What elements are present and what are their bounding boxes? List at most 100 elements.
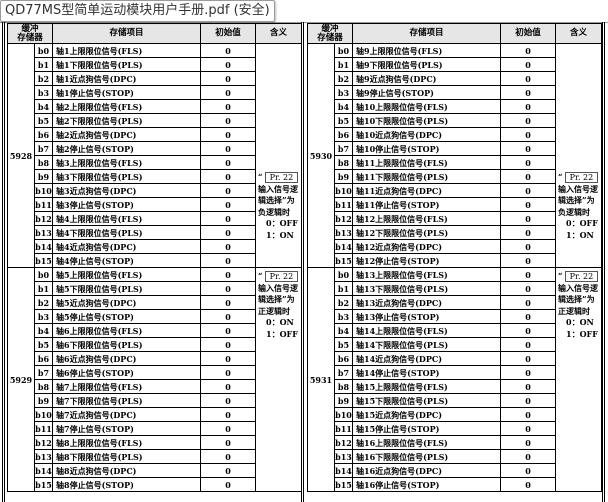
initial-value: 0 bbox=[500, 295, 557, 310]
table-row: b5 轴10下限限位信号(PLS) 0 bbox=[308, 113, 602, 128]
storage-item: 轴15近点狗信号(DPC) bbox=[352, 407, 502, 422]
initial-value: 0 bbox=[500, 477, 557, 492]
table-row: b10 轴3近点狗信号(DPC) 0 bbox=[8, 183, 302, 198]
initial-value: 0 bbox=[200, 407, 257, 422]
initial-value: 0 bbox=[200, 365, 257, 380]
storage-item: 轴9下限限位信号(PLS) bbox=[352, 57, 502, 72]
storage-item: 轴1上限限位信号(FLS) bbox=[52, 43, 202, 58]
initial-value: 0 bbox=[200, 211, 257, 226]
storage-item: 轴7停止信号(STOP) bbox=[52, 421, 202, 436]
table-row: b6 轴2近点狗信号(DPC) 0 bbox=[8, 127, 302, 142]
initial-value: 0 bbox=[500, 351, 557, 366]
table-row: b15 轴16停止信号(STOP) 0 bbox=[308, 477, 602, 492]
storage-item: 轴10停止信号(STOP) bbox=[352, 141, 502, 156]
header-register-line1: 缓冲 bbox=[21, 23, 39, 34]
initial-value: 0 bbox=[500, 365, 557, 380]
initial-value: 0 bbox=[500, 71, 557, 86]
bit-number: b7 bbox=[333, 365, 354, 380]
initial-value: 0 bbox=[500, 253, 557, 268]
bit-number: b8 bbox=[333, 379, 354, 394]
storage-item: 轴11停止信号(STOP) bbox=[352, 197, 502, 212]
bit-number: b7 bbox=[333, 141, 354, 156]
storage-item: 轴14停止信号(STOP) bbox=[352, 365, 502, 380]
bit-number: b8 bbox=[33, 155, 54, 170]
table-row: b10 轴7近点狗信号(DPC) 0 bbox=[8, 407, 302, 422]
table-row: b8 轴3上限限位信号(FLS) 0 bbox=[8, 155, 302, 170]
initial-value: 0 bbox=[500, 337, 557, 352]
table-row: b13 轴4下限限位信号(PLS) 0 bbox=[8, 225, 302, 240]
header-row: 缓冲 存储器 存储项目 初始值 含义 bbox=[306, 23, 603, 44]
table-row: b13 轴8下限限位信号(PLS) 0 bbox=[8, 449, 302, 464]
bit-number: b6 bbox=[333, 351, 354, 366]
initial-value: 0 bbox=[500, 421, 557, 436]
initial-value: 0 bbox=[200, 267, 257, 282]
table-row: 5929 b0 轴5上限限位信号(FLS) 0 “Pr. 22 输入信号逻辑选择”为正逻辑… bbox=[7, 267, 303, 492]
bit-number: b6 bbox=[33, 351, 54, 366]
initial-value: 0 bbox=[200, 337, 257, 352]
bit-number: b1 bbox=[333, 281, 354, 296]
initial-value: 0 bbox=[200, 477, 257, 492]
initial-value: 0 bbox=[500, 113, 557, 128]
note-value-1: 1：OFF bbox=[566, 328, 598, 339]
storage-item: 轴8上限限位信号(FLS) bbox=[52, 435, 202, 450]
storage-item: 轴6下限限位信号(PLS) bbox=[52, 337, 202, 352]
storage-item: 轴15停止信号(STOP) bbox=[352, 421, 502, 436]
storage-item: 轴6上限限位信号(FLS) bbox=[52, 323, 202, 338]
storage-item: 轴8下限限位信号(PLS) bbox=[52, 449, 202, 464]
storage-item: 轴11上限限位信号(FLS) bbox=[352, 155, 502, 170]
page-border-right bbox=[602, 22, 605, 502]
quote-mark: “ bbox=[558, 172, 563, 182]
note-value-0: 0：ON bbox=[266, 317, 294, 327]
bit-number: b11 bbox=[333, 421, 354, 436]
initial-value: 0 bbox=[200, 99, 257, 114]
bit-number: b4 bbox=[333, 323, 354, 338]
initial-value: 0 bbox=[500, 155, 557, 170]
storage-item: 轴1停止信号(STOP) bbox=[52, 85, 202, 100]
bit-number: b15 bbox=[333, 253, 354, 268]
storage-item: 轴2上限限位信号(FLS) bbox=[52, 99, 202, 114]
initial-value: 0 bbox=[500, 463, 557, 478]
meaning-cell: “Pr. 22 输入信号逻辑选择”为正逻辑时 0：ON 1：OFF bbox=[255, 267, 303, 492]
bit-number: b9 bbox=[33, 393, 54, 408]
initial-value: 0 bbox=[200, 379, 257, 394]
bit-number: b2 bbox=[333, 71, 354, 86]
storage-item: 轴11下限限位信号(PLS) bbox=[352, 169, 502, 184]
note-value-0: 0：OFF bbox=[566, 218, 598, 228]
storage-item: 轴6停止信号(STOP) bbox=[52, 365, 202, 380]
initial-value: 0 bbox=[200, 85, 257, 100]
bit-number: b2 bbox=[33, 71, 54, 86]
storage-item: 轴3近点狗信号(DPC) bbox=[52, 183, 202, 198]
initial-value: 0 bbox=[200, 225, 257, 240]
register-address: 5928 bbox=[7, 43, 35, 268]
bit-number: b10 bbox=[333, 407, 354, 422]
storage-item: 轴4上限限位信号(FLS) bbox=[52, 211, 202, 226]
initial-value: 0 bbox=[200, 253, 257, 268]
table-row: 5931 b0 轴13上限限位信号(FLS) 0 “Pr. 22 输入信号逻辑选择”为正逻… bbox=[307, 267, 603, 492]
initial-value: 0 bbox=[200, 239, 257, 254]
bit-number: b11 bbox=[33, 197, 54, 212]
bit-number: b3 bbox=[33, 309, 54, 324]
signal-table-left: 缓冲 存储器 存储项目 初始值 含义 5928 b0 轴1上限限位信号(FLS) 0 “Pr. 2… bbox=[6, 23, 303, 492]
bit-number: b8 bbox=[333, 155, 354, 170]
table-row: b7 轴2停止信号(STOP) 0 bbox=[8, 141, 302, 156]
signal-table-right: 缓冲 存储器 存储项目 初始值 含义 5930 b0 轴9上限限位信号(FLS) 0 “Pr. 2… bbox=[306, 23, 603, 492]
bit-number: b11 bbox=[33, 421, 54, 436]
bit-number: b14 bbox=[333, 239, 354, 254]
initial-value: 0 bbox=[500, 323, 557, 338]
storage-item: 轴8近点狗信号(DPC) bbox=[52, 463, 202, 478]
note-text: 输入信号逻辑选择”为负逻辑时 bbox=[258, 183, 299, 217]
table-row: b3 轴13停止信号(STOP) 0 bbox=[308, 309, 602, 324]
storage-item: 轴3停止信号(STOP) bbox=[52, 197, 202, 212]
bit-number: b8 bbox=[33, 379, 54, 394]
table-row: b7 轴14停止信号(STOP) 0 bbox=[308, 365, 602, 380]
meaning-cell: “Pr. 22 输入信号逻辑选择”为负逻辑时 0：OFF 1：ON bbox=[555, 43, 603, 268]
storage-item: 轴12近点狗信号(DPC) bbox=[352, 239, 502, 254]
bit-number: b0 bbox=[33, 43, 54, 58]
table-row: b4 轴6上限限位信号(FLS) 0 bbox=[8, 323, 302, 338]
initial-value: 0 bbox=[500, 435, 557, 450]
bit-number: b13 bbox=[33, 449, 54, 464]
initial-value: 0 bbox=[200, 183, 257, 198]
note-text: 输入信号逻辑选择”为正逻辑时 bbox=[558, 282, 599, 316]
initial-value: 0 bbox=[200, 309, 257, 324]
initial-value: 0 bbox=[500, 281, 557, 296]
